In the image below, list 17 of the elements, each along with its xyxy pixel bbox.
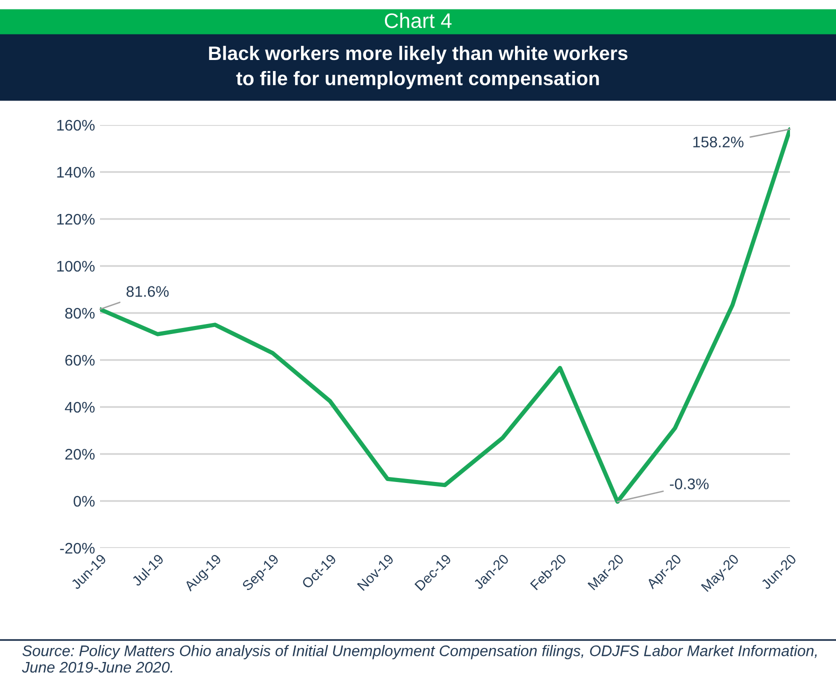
- chart-title: Chart 4: [384, 12, 452, 28]
- y-tick-label: 40%: [64, 402, 95, 413]
- y-tick-label: 120%: [57, 214, 95, 225]
- y-tick-label: 80%: [65, 308, 95, 319]
- y-tick-label: 20%: [65, 448, 95, 460]
- y-tick-label: 160%: [57, 120, 95, 131]
- chart-subtitle: Black workers more likely than white workers to file for unemployment compensation: [209, 46, 628, 90]
- y-tick-label: 100%: [57, 260, 95, 272]
- y-tick-label: 140%: [57, 166, 95, 178]
- y-tick-label: 60%: [65, 354, 95, 366]
- y-tick-label: -20%: [60, 542, 95, 554]
- line-series: [100, 127, 790, 504]
- data-label: 158.2%: [693, 136, 744, 148]
- y-tick-label: 0%: [74, 496, 95, 507]
- source-note: Source: Policy Matters Ohio analysis of Initial Unemployment Compensation filings, ODJFS Labor Market Information, June 2019-June 2020.: [22, 645, 817, 673]
- data-label: -0.3%: [670, 478, 709, 490]
- data-label: 81.6%: [126, 286, 169, 297]
